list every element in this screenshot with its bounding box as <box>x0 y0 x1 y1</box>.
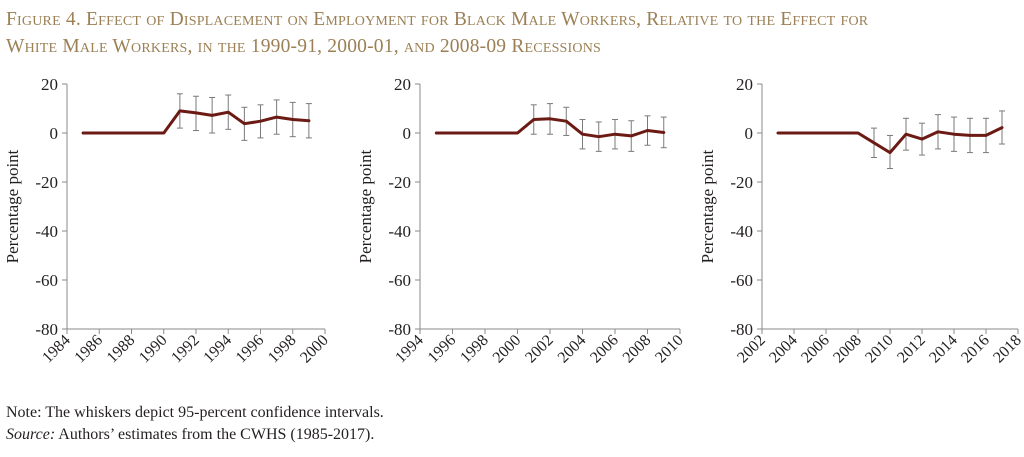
chart-3-data-point <box>984 134 988 137</box>
chart-3-data-point <box>888 151 892 154</box>
chart-1-y-tick-label: 20 <box>41 75 58 94</box>
source-text: Authors’ estimates from the CWHS (1985-2… <box>55 426 375 443</box>
chart-3-data-point <box>856 131 860 135</box>
chart-2-y-axis-title: Percentage point <box>356 149 375 263</box>
chart-3-data-point <box>808 131 812 135</box>
chart-3-y-axis-title: Percentage point <box>698 149 717 263</box>
chart-1-x-tick-label: 1988 <box>104 332 139 367</box>
chart-3-data-point <box>792 131 796 135</box>
chart-2-data-point <box>532 118 535 121</box>
chart-2-data-point <box>516 131 519 135</box>
chart-2-y-tick-label: 0 <box>403 124 412 143</box>
chart-2-x-tick-label: 2002 <box>522 332 557 367</box>
chart-2-x-tick-label: 1998 <box>457 332 492 367</box>
chart-3-y-tick-label: 20 <box>736 75 753 94</box>
chart-2-x-tick-label: 2008 <box>620 332 655 367</box>
chart-3-y-tick-label: -20 <box>730 173 753 192</box>
chart-2-x-tick-label: 2004 <box>555 332 590 367</box>
chart-3-x-tick-label: 2004 <box>766 332 801 367</box>
chart-3-x-tick-label: 2014 <box>926 332 961 367</box>
chart-3-y-tick-label: -80 <box>730 320 753 339</box>
chart-2-data-point <box>435 131 438 135</box>
chart-2-data-point <box>630 134 633 138</box>
chart-1-data-point <box>130 131 133 135</box>
chart-3-x-tick-label: 2006 <box>798 332 833 367</box>
chart-1-data-point <box>162 131 165 135</box>
chart-2-data-point <box>500 131 503 135</box>
chart-1-y-tick-label: -80 <box>35 320 58 339</box>
chart-1-data-point <box>81 131 85 135</box>
chart-3-data-point <box>968 134 972 137</box>
chart-1-x-tick-label: 1986 <box>71 332 106 367</box>
chart-3-data-point <box>776 131 780 135</box>
source-label: Source: <box>6 426 56 443</box>
chart-3-data-point <box>904 133 908 136</box>
chart-1-x-tick-label: 1998 <box>265 332 300 367</box>
chart-1-data-point <box>146 131 149 135</box>
chart-2-data-point <box>646 129 649 132</box>
chart-2-data-point <box>662 131 665 134</box>
chart-3-data-point <box>824 131 828 135</box>
chart-1-data-point <box>275 115 278 119</box>
chart-2-x-tick-label: 2006 <box>587 332 622 367</box>
chart-1-y-tick-label: -40 <box>35 222 58 241</box>
chart-2-x-tick-label: 2000 <box>490 332 525 367</box>
figure-title-line-2: White Male Workers, in the 1990-91, 2000… <box>6 36 602 57</box>
chart-2-data-point <box>613 133 617 136</box>
chart-3-x-tick-label: 2012 <box>894 332 929 367</box>
chart-1-y-tick-label: 0 <box>50 124 59 143</box>
figure-title: Figure 4. Effect of Displacement on Empl… <box>6 6 1016 60</box>
chart-3-y-tick-label: 0 <box>745 124 754 143</box>
chart-2-data-point <box>548 117 552 120</box>
chart-3-data-point <box>952 133 956 136</box>
chart-3-y-tick-label: -40 <box>730 222 753 241</box>
chart-2-data-point <box>581 133 584 136</box>
chart-3-x-tick-label: 2008 <box>830 332 865 367</box>
chart-2-y-tick-label: -20 <box>388 173 411 192</box>
chart-2-data-point <box>597 135 600 138</box>
chart-2-y-tick-label: -40 <box>388 222 411 241</box>
chart-1-data-point <box>194 111 198 115</box>
chart-1-y-axis-title: Percentage point <box>3 149 22 263</box>
chart-2-y-tick-label: 20 <box>394 75 411 94</box>
chart-2-data-point <box>565 120 568 123</box>
chart-1-data-point <box>210 114 214 117</box>
chart-3-y-tick-label: -60 <box>730 271 753 290</box>
chart-1-y-tick-label: -60 <box>35 271 58 290</box>
chart-3-x-tick-label: 2016 <box>958 332 993 367</box>
chart-3-data-point <box>872 141 876 144</box>
chart-2-y-tick-label: -60 <box>388 271 411 290</box>
chart-3-data-point <box>1000 126 1004 129</box>
figure-source: Source: Authors’ estimates from the CWHS… <box>6 424 374 446</box>
chart-3-data-point <box>920 137 924 141</box>
chart-1-data-point <box>227 110 230 114</box>
chart-1-x-tick-label: 1994 <box>200 332 235 367</box>
chart-1-data-point <box>114 131 117 135</box>
chart-1-data-point <box>291 118 294 121</box>
chart-3-data-point <box>936 130 940 133</box>
figure-title-line-1: Figure 4. Effect of Displacement on Empl… <box>6 9 869 30</box>
chart-1-data-point <box>178 109 182 113</box>
figure-note: Note: The whiskers depict 95-percent con… <box>6 404 384 421</box>
chart-1-x-tick-label: 1990 <box>136 332 171 367</box>
chart-1-y-tick-label: -20 <box>35 173 58 192</box>
chart-2-data-point <box>467 131 470 135</box>
chart-1-data-point <box>307 119 311 122</box>
chart-2-data-point <box>483 131 487 135</box>
chart-1-data-point <box>98 131 101 135</box>
chart-3-data-point <box>840 131 844 135</box>
chart-2-x-tick-label: 1996 <box>425 332 460 367</box>
chart-1-data-point <box>243 122 246 125</box>
chart-3-x-tick-label: 2010 <box>862 332 897 367</box>
chart-1-x-tick-label: 1992 <box>168 332 203 367</box>
chart-2-y-tick-label: -80 <box>388 320 411 339</box>
chart-2-data-point <box>451 131 454 135</box>
chart-1-data-point <box>259 120 262 123</box>
chart-1-x-tick-label: 1996 <box>233 332 268 367</box>
chart-3-x-tick-label: 2018 <box>990 332 1024 367</box>
chart-2-x-tick-label: 2010 <box>652 332 687 367</box>
chart-1-x-tick-label: 2000 <box>297 332 332 367</box>
